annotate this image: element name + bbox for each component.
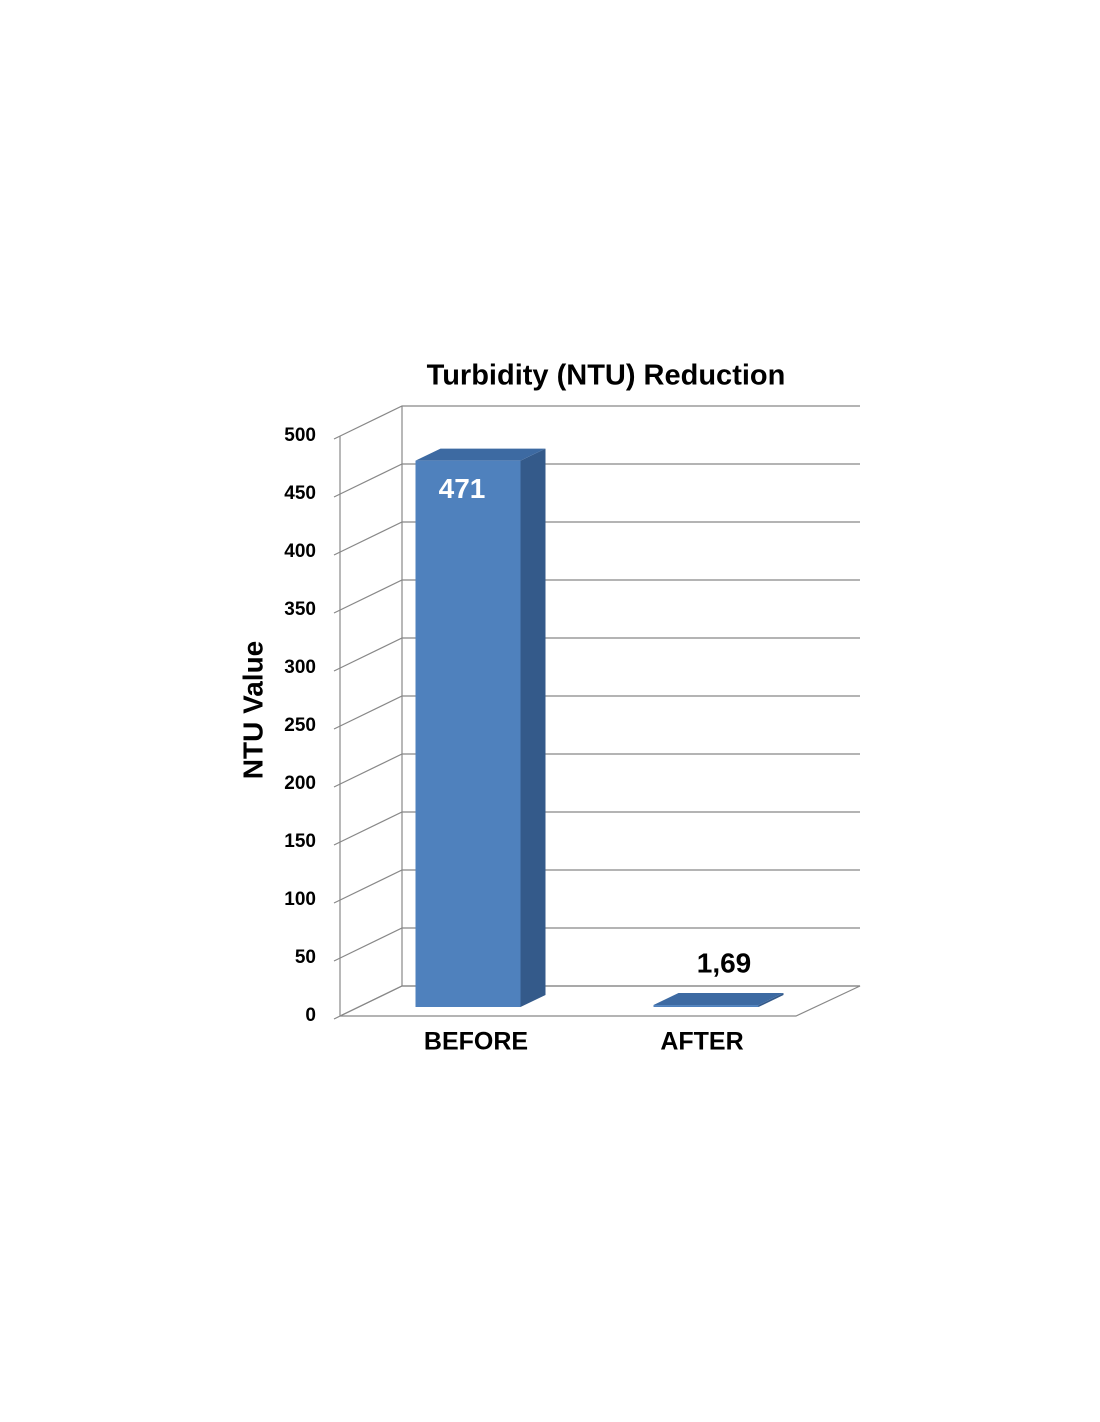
y-tick-label: 150: [284, 831, 316, 852]
grid-line: [333, 637, 860, 672]
bar-side: [520, 448, 546, 1007]
y-tick-label: 50: [295, 947, 316, 968]
y-tick-label: 450: [284, 483, 316, 504]
grid-line: [333, 811, 860, 846]
x-tick-label: BEFORE: [424, 1028, 528, 1056]
grid-line: [333, 405, 860, 440]
grid-line: [333, 463, 860, 498]
bar-top: [653, 993, 784, 1006]
grid-line: [333, 753, 860, 788]
grid-line: [333, 869, 860, 904]
grid-line: [333, 695, 860, 730]
y-tick-label: 100: [284, 889, 316, 910]
bar-top: [415, 448, 546, 461]
grid-line: [333, 579, 860, 614]
x-tick-label: AFTER: [660, 1028, 743, 1056]
bar: [653, 1005, 759, 1007]
y-tick-label: 300: [284, 657, 316, 678]
value-label: 1,69: [697, 947, 752, 978]
y-tick-label: 0: [305, 1005, 316, 1026]
bar: [415, 460, 521, 1007]
y-tick-label: 400: [284, 541, 316, 562]
grid-line: [333, 521, 860, 556]
grid-line: [333, 985, 860, 1020]
y-tick-label: 250: [284, 715, 316, 736]
bar-side: [758, 993, 784, 1007]
value-label: 471: [439, 473, 486, 504]
grid-line: [333, 927, 860, 962]
y-tick-label: 350: [284, 599, 316, 620]
y-tick-label: 500: [284, 425, 316, 446]
y-axis-label: NTU Value: [237, 641, 268, 779]
y-tick-label: 200: [284, 773, 316, 794]
chart-title: Turbidity (NTU) Reduction: [427, 360, 786, 392]
